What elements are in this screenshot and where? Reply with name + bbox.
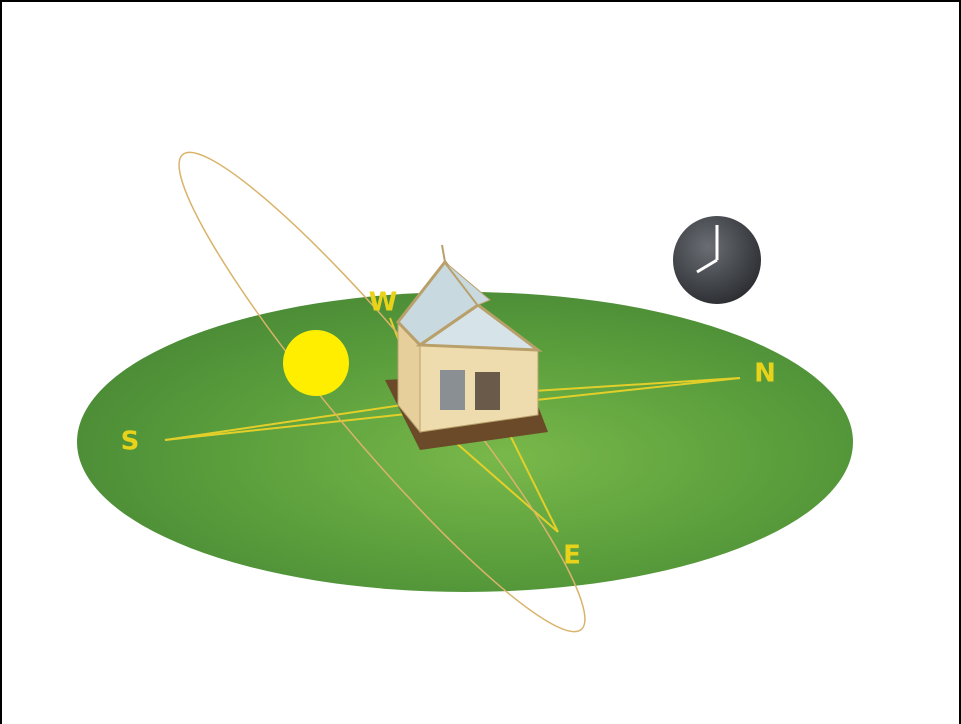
- compass-label: S: [121, 427, 140, 457]
- sun-path-view: S N E W: [0, 0, 961, 724]
- sun: [283, 330, 349, 396]
- compass-label: E: [563, 541, 581, 571]
- page: S N E W (() => { const data = JSON.parse…: [0, 0, 961, 724]
- compass-label: N: [754, 359, 776, 389]
- compass-label: W: [369, 288, 398, 318]
